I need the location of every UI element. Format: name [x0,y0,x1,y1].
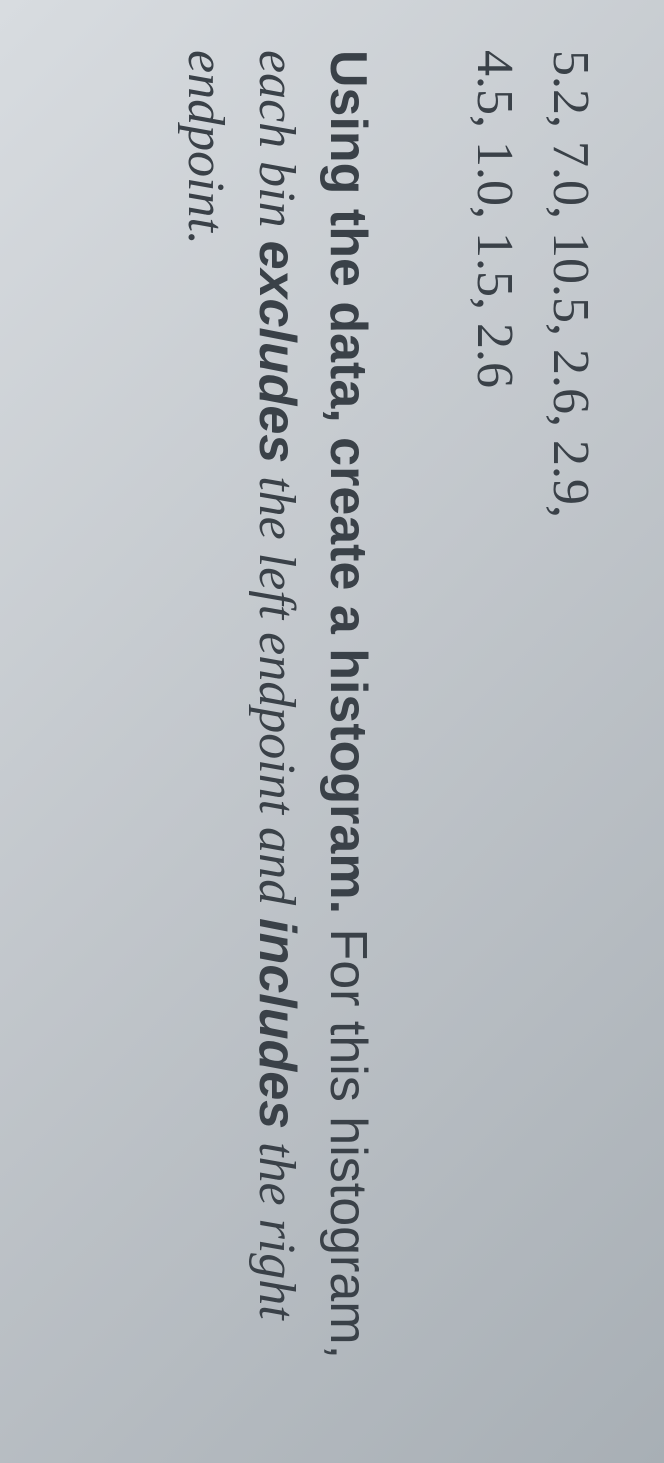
instruction-italic-4: endpoint. [177,50,234,245]
instruction-line-3: endpoint. [170,50,240,1413]
data-line-1: 5.2, 7.0, 10.5, 2.6, 2.9, [536,50,604,1413]
instruction-block: Using the data, create a histogram. For … [170,50,383,1413]
instruction-bold-includes: includes [248,918,306,1129]
instruction-bold-excludes: excludes [248,241,306,464]
instruction-regular-1: For this histogram, [319,914,377,1359]
instruction-line-1: Using the data, create a histogram. For … [312,50,383,1413]
instruction-line-2: each bin excludes the left endpoint and … [240,50,311,1413]
rotated-text-container: 5.2, 7.0, 10.5, 2.6, 2.9, 4.5, 1.0, 1.5,… [0,0,664,1463]
instruction-italic-3: the right [248,1129,305,1320]
data-line-2: 4.5, 1.0, 1.5, 2.6 [461,50,529,1413]
instruction-italic-2: the left endpoint and [248,463,305,918]
instruction-italic-1: each bin [248,50,305,241]
instruction-bold-prefix: Using the data, create a histogram. [319,50,377,914]
